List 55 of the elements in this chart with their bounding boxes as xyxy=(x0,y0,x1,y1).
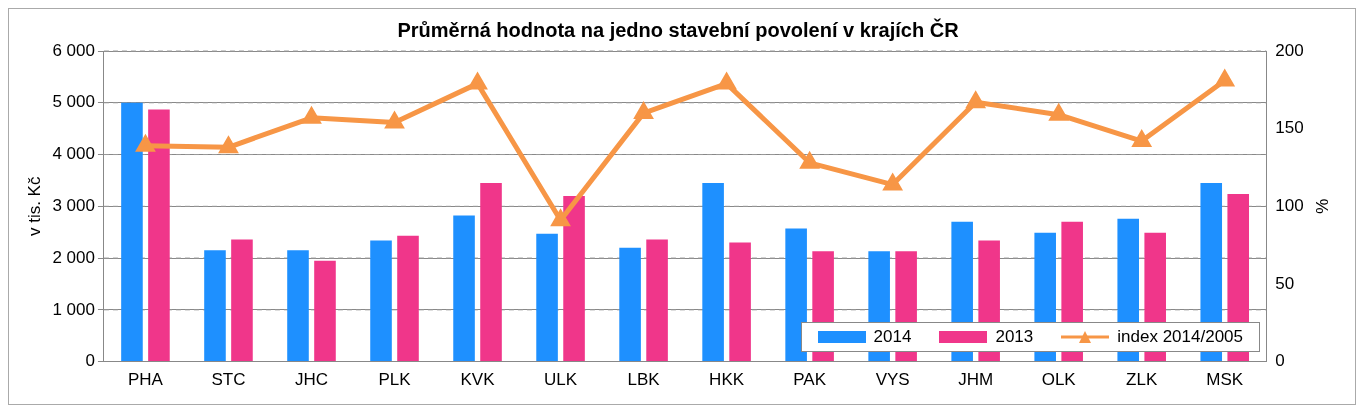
x-tick-label: PLK xyxy=(378,370,412,390)
x-tick-label: PHA xyxy=(127,370,164,390)
legend-label: index 2014/2005 xyxy=(1117,327,1243,347)
bar xyxy=(287,250,309,362)
bar xyxy=(785,228,807,362)
bar xyxy=(204,250,226,362)
point xyxy=(218,135,239,154)
bar xyxy=(231,239,253,362)
y2-tick-label: 0 xyxy=(1275,351,1285,371)
y-tick-label: 4 000 xyxy=(52,144,95,164)
y2-tick-label: 100 xyxy=(1275,195,1304,215)
y2-tick-label: 200 xyxy=(1275,40,1304,60)
bar xyxy=(536,233,558,362)
x-tick-label: JHC xyxy=(294,370,329,390)
y-axis-title: v tis. Kč xyxy=(24,176,44,237)
bar xyxy=(619,247,641,362)
x-tick-label: MSK xyxy=(1206,370,1244,390)
y2-tick-label: 50 xyxy=(1275,273,1295,293)
x-tick-label: PAK xyxy=(793,370,827,390)
y2-tick-label: 150 xyxy=(1275,118,1304,138)
bar xyxy=(121,102,143,362)
point xyxy=(384,110,405,129)
point xyxy=(550,208,571,227)
y2-axis-title: % xyxy=(1312,198,1332,214)
bar xyxy=(148,109,170,362)
bar xyxy=(729,242,751,362)
point xyxy=(1131,129,1152,148)
legend-label: 2013 xyxy=(995,327,1034,347)
x-tick-label: ZLK xyxy=(1126,370,1158,390)
point xyxy=(965,90,986,109)
bar xyxy=(370,240,392,362)
x-tick-label: HKK xyxy=(709,370,745,390)
point xyxy=(633,101,654,120)
y-tick-label: 0 xyxy=(85,351,95,371)
y-tick-label: 6 000 xyxy=(52,40,95,60)
bar xyxy=(480,183,502,362)
y-tick-label: 2 000 xyxy=(52,247,95,267)
legend-label: 2014 xyxy=(873,327,912,347)
bar xyxy=(314,260,336,362)
chart-title: Průměrná hodnota na jedno stavební povolení v krajích ČR xyxy=(397,17,960,41)
bar xyxy=(702,183,724,362)
x-tick-label: JHM xyxy=(958,370,994,390)
x-tick-label: KVK xyxy=(460,370,496,390)
x-tick-label: ULK xyxy=(544,370,578,390)
x-tick-label: OLK xyxy=(1041,370,1077,390)
x-tick-label: VYS xyxy=(875,370,910,390)
bar xyxy=(646,239,668,362)
x-tick-label: LBK xyxy=(627,370,661,390)
bar xyxy=(453,215,475,362)
y-tick-label: 3 000 xyxy=(52,195,95,215)
bar xyxy=(397,235,419,362)
y-tick-label: 1 000 xyxy=(52,299,95,319)
y-tick-label: 5 000 xyxy=(52,92,95,112)
x-tick-label: STC xyxy=(211,370,246,390)
bar xyxy=(563,195,585,362)
